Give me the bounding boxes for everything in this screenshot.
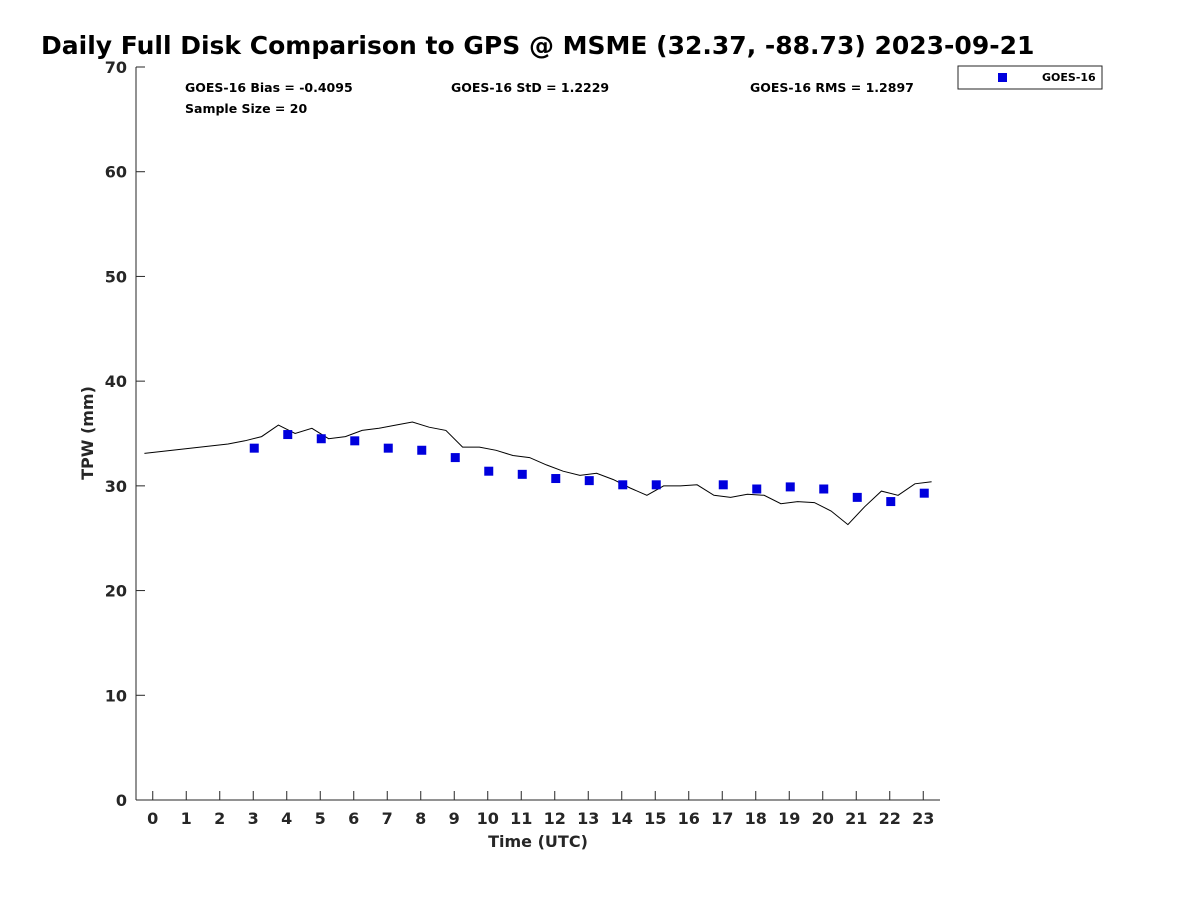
x-tick-label: 19 [778,809,800,828]
y-tick-label: 10 [105,686,127,705]
y-tick-label: 70 [105,58,127,77]
goes16-point [718,480,728,490]
chart-title: Daily Full Disk Comparison to GPS @ MSME… [41,31,1034,60]
goes16-point [484,466,494,476]
x-tick-label: 1 [181,809,192,828]
x-tick-label: 18 [745,809,767,828]
goes16-point [919,488,929,498]
goes16-series [249,430,929,507]
x-tick-label: 2 [214,809,225,828]
x-tick-label: 16 [678,809,700,828]
y-tick-label: 0 [116,791,127,810]
x-tick-label: 14 [611,809,633,828]
goes16-point [752,484,762,494]
legend-marker [998,73,1007,82]
bias-stat: GOES-16 Bias = -0.4095 [185,80,353,95]
goes16-point [551,474,561,484]
x-tick-label: 21 [845,809,867,828]
x-tick-label: 11 [510,809,532,828]
x-tick-label: 4 [281,809,292,828]
legend: GOES-16 [957,65,1103,90]
x-tick-label: 7 [382,809,393,828]
x-tick-label: 5 [315,809,326,828]
goes16-point [316,434,326,444]
x-tick-label: 23 [912,809,934,828]
y-tick-label: 50 [105,267,127,286]
x-tick-label: 9 [449,809,460,828]
legend-label: GOES-16 [1042,71,1096,84]
sample-size-stat: Sample Size = 20 [185,101,307,116]
x-axis-title: Time (UTC) [488,832,588,851]
goes16-point [417,445,427,455]
x-tick-label: 0 [147,809,158,828]
y-tick-label: 60 [105,163,127,182]
axes: 0 1 2 3 4 5 6 7 8 9 10 11 12 13 14 15 16 17 18 19 20 21 22 2301… [105,58,940,828]
gps-line [144,421,932,526]
goes16-point [819,484,829,494]
goes16-point [618,480,628,490]
goes16-point [852,492,862,502]
goes16-point [283,430,293,440]
goes16-point [651,480,661,490]
goes16-point [383,443,393,453]
goes16-point [249,443,259,453]
goes16-point [785,482,795,492]
y-tick-label: 30 [105,477,127,496]
goes16-point [350,436,360,446]
y-axis-title: TPW (mm) [78,386,97,480]
x-tick-label: 13 [577,809,599,828]
x-tick-label: 3 [248,809,259,828]
std-stat: GOES-16 StD = 1.2229 [451,80,609,95]
rms-stat: GOES-16 RMS = 1.2897 [750,80,914,95]
goes16-point [517,469,527,479]
goes16-point [886,497,896,507]
legend-box [957,65,1103,90]
y-tick-label: 20 [105,582,127,601]
x-tick-label: 8 [415,809,426,828]
x-tick-label: 6 [348,809,359,828]
goes16-point [450,453,460,463]
goes16-point [584,476,594,486]
x-tick-label: 17 [711,809,733,828]
x-tick-label: 15 [644,809,666,828]
x-tick-label: 10 [477,809,499,828]
y-tick-label: 40 [105,372,127,391]
x-tick-label: 20 [812,809,834,828]
x-tick-label: 12 [544,809,566,828]
x-tick-label: 22 [879,809,901,828]
gps-series [144,421,932,526]
